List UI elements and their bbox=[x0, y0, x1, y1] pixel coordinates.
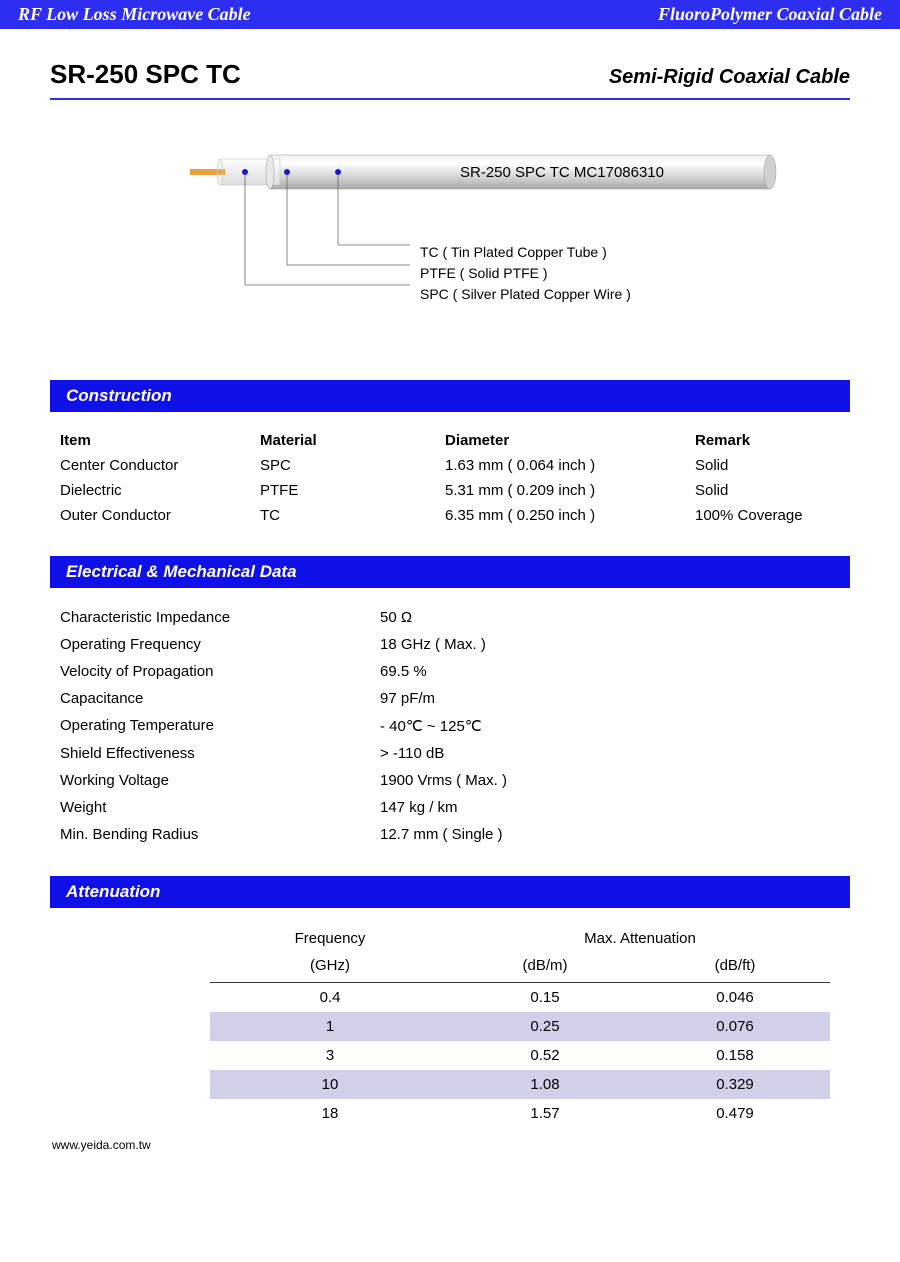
td-diameter: 5.31 mm ( 0.209 inch ) bbox=[445, 482, 695, 499]
page-subtitle: Semi-Rigid Coaxial Cable bbox=[609, 66, 850, 89]
el-label: Operating Temperature bbox=[60, 717, 380, 735]
el-value: 69.5 % bbox=[380, 663, 840, 680]
attenuation-table: Frequency Max. Attenuation (GHz) (dB/m) … bbox=[210, 924, 830, 1128]
construction-header-row: Item Material Diameter Remark bbox=[60, 428, 840, 453]
th-diameter: Diameter bbox=[445, 432, 695, 449]
el-value: 12.7 mm ( Single ) bbox=[380, 826, 840, 843]
td-diameter: 1.63 mm ( 0.064 inch ) bbox=[445, 457, 695, 474]
attenuation-heading: Attenuation bbox=[50, 876, 850, 908]
td-item: Dielectric bbox=[60, 482, 260, 499]
th-dbft: (dB/ft) bbox=[640, 953, 830, 983]
electrical-row: Min. Bending Radius12.7 mm ( Single ) bbox=[60, 821, 840, 848]
el-value: 97 pF/m bbox=[380, 690, 840, 707]
el-value: 1900 Vrms ( Max. ) bbox=[380, 772, 840, 789]
td-dbm: 1.08 bbox=[450, 1070, 640, 1099]
td-diameter: 6.35 mm ( 0.250 inch ) bbox=[445, 507, 695, 524]
td-remark: 100% Coverage bbox=[695, 507, 840, 524]
td-freq: 18 bbox=[210, 1099, 450, 1128]
td-material: SPC bbox=[260, 457, 445, 474]
electrical-row: Operating Frequency18 GHz ( Max. ) bbox=[60, 631, 840, 658]
td-dbft: 0.076 bbox=[640, 1012, 830, 1041]
construction-table: Item Material Diameter Remark Center Con… bbox=[50, 428, 850, 528]
td-freq: 0.4 bbox=[210, 983, 450, 1013]
callout-tc: TC ( Tin Plated Copper Tube ) bbox=[420, 242, 631, 263]
electrical-row: Working Voltage1900 Vrms ( Max. ) bbox=[60, 767, 840, 794]
el-label: Working Voltage bbox=[60, 772, 380, 789]
callout-spc: SPC ( Silver Plated Copper Wire ) bbox=[420, 284, 631, 305]
el-value: 18 GHz ( Max. ) bbox=[380, 636, 840, 653]
header-bar: RF Low Loss Microwave Cable FluoroPolyme… bbox=[0, 0, 900, 29]
el-value: - 40℃ ~ 125℃ bbox=[380, 717, 840, 735]
electrical-table: Characteristic Impedance50 Ω Operating F… bbox=[50, 604, 850, 848]
electrical-heading: Electrical & Mechanical Data bbox=[50, 556, 850, 588]
page-title: SR-250 SPC TC bbox=[50, 59, 241, 90]
td-freq: 1 bbox=[210, 1012, 450, 1041]
el-label: Characteristic Impedance bbox=[60, 609, 380, 626]
electrical-row: Shield Effectiveness> -110 dB bbox=[60, 740, 840, 767]
td-dbm: 0.25 bbox=[450, 1012, 640, 1041]
cable-label-text: SR-250 SPC TC MC17086310 bbox=[460, 164, 664, 181]
electrical-row: Characteristic Impedance50 Ω bbox=[60, 604, 840, 631]
attenuation-row: 18 1.57 0.479 bbox=[210, 1099, 830, 1128]
td-dbm: 1.57 bbox=[450, 1099, 640, 1128]
el-label: Shield Effectiveness bbox=[60, 745, 380, 762]
attenuation-row: 0.4 0.15 0.046 bbox=[210, 983, 830, 1013]
construction-row: Dielectric PTFE 5.31 mm ( 0.209 inch ) S… bbox=[60, 478, 840, 503]
td-remark: Solid bbox=[695, 482, 840, 499]
title-row: SR-250 SPC TC Semi-Rigid Coaxial Cable bbox=[50, 59, 850, 100]
el-label: Operating Frequency bbox=[60, 636, 380, 653]
el-value: > -110 dB bbox=[380, 745, 840, 762]
header-right: FluoroPolymer Coaxial Cable bbox=[658, 4, 882, 25]
footer-url: www.yeida.com.tw bbox=[52, 1138, 850, 1152]
cable-diagram: SR-250 SPC TC MC17086310 TC ( Tin Plated… bbox=[50, 150, 850, 350]
td-material: PTFE bbox=[260, 482, 445, 499]
td-item: Outer Conductor bbox=[60, 507, 260, 524]
td-freq: 3 bbox=[210, 1041, 450, 1070]
electrical-row: Operating Temperature- 40℃ ~ 125℃ bbox=[60, 712, 840, 740]
th-material: Material bbox=[260, 432, 445, 449]
th-remark: Remark bbox=[695, 432, 840, 449]
th-maxatt: Max. Attenuation bbox=[450, 924, 830, 953]
electrical-row: Capacitance97 pF/m bbox=[60, 685, 840, 712]
el-value: 147 kg / km bbox=[380, 799, 840, 816]
td-dbft: 0.479 bbox=[640, 1099, 830, 1128]
construction-heading: Construction bbox=[50, 380, 850, 412]
th-freq: Frequency bbox=[210, 924, 450, 953]
attenuation-row: 1 0.25 0.076 bbox=[210, 1012, 830, 1041]
td-freq: 10 bbox=[210, 1070, 450, 1099]
el-label: Velocity of Propagation bbox=[60, 663, 380, 680]
electrical-row: Velocity of Propagation69.5 % bbox=[60, 658, 840, 685]
td-dbm: 0.15 bbox=[450, 983, 640, 1013]
th-dbm: (dB/m) bbox=[450, 953, 640, 983]
td-dbm: 0.52 bbox=[450, 1041, 640, 1070]
attenuation-row: 10 1.08 0.329 bbox=[210, 1070, 830, 1099]
attenuation-header-row2: (GHz) (dB/m) (dB/ft) bbox=[210, 953, 830, 983]
attenuation-header-row1: Frequency Max. Attenuation bbox=[210, 924, 830, 953]
td-dbft: 0.046 bbox=[640, 983, 830, 1013]
diagram-labels: TC ( Tin Plated Copper Tube ) PTFE ( Sol… bbox=[420, 242, 631, 305]
header-left: RF Low Loss Microwave Cable bbox=[18, 4, 251, 25]
th-freq-unit: (GHz) bbox=[210, 953, 450, 983]
td-dbft: 0.158 bbox=[640, 1041, 830, 1070]
electrical-row: Weight147 kg / km bbox=[60, 794, 840, 821]
construction-row: Outer Conductor TC 6.35 mm ( 0.250 inch … bbox=[60, 503, 840, 528]
td-material: TC bbox=[260, 507, 445, 524]
el-label: Capacitance bbox=[60, 690, 380, 707]
td-item: Center Conductor bbox=[60, 457, 260, 474]
th-item: Item bbox=[60, 432, 260, 449]
el-label: Weight bbox=[60, 799, 380, 816]
el-label: Min. Bending Radius bbox=[60, 826, 380, 843]
el-value: 50 Ω bbox=[380, 609, 840, 626]
td-remark: Solid bbox=[695, 457, 840, 474]
attenuation-row: 3 0.52 0.158 bbox=[210, 1041, 830, 1070]
td-dbft: 0.329 bbox=[640, 1070, 830, 1099]
construction-row: Center Conductor SPC 1.63 mm ( 0.064 inc… bbox=[60, 453, 840, 478]
callout-ptfe: PTFE ( Solid PTFE ) bbox=[420, 263, 631, 284]
content: SR-250 SPC TC Semi-Rigid Coaxial Cable bbox=[0, 29, 900, 1172]
